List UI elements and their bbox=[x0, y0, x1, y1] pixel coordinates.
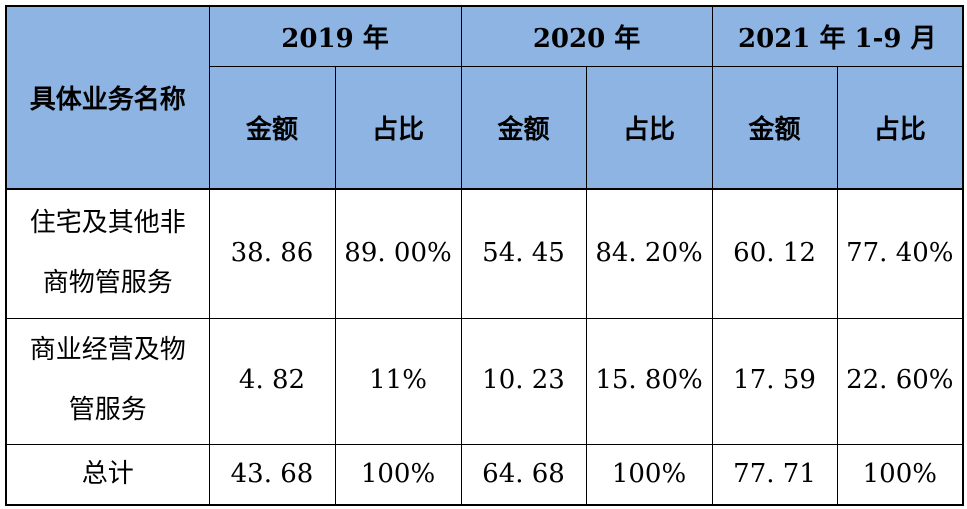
cell-2020-share: 100% bbox=[585, 443, 713, 506]
cell-2021-share: 100% bbox=[836, 443, 964, 506]
header-row-years: 具体业务名称 2019 年 2020 年 2021 年 1-9 月 bbox=[5, 5, 964, 190]
business-revenue-table: 具体业务名称 2019 年 2020 年 2021 年 1-9 月 金额 占比 … bbox=[5, 5, 965, 507]
cell-2020-share: 15. 80% bbox=[585, 317, 713, 445]
cell-2019-amount: 38. 86 bbox=[208, 188, 336, 319]
cell-2020-amount: 64. 68 bbox=[460, 443, 587, 506]
cell-2019-share: 100% bbox=[334, 443, 462, 506]
cell-2021-share: 22. 60% bbox=[836, 317, 964, 445]
cell-2021-share: 77. 40% bbox=[836, 188, 964, 319]
cell-2019-amount: 4. 82 bbox=[208, 317, 336, 445]
table-row-commercial: 商业经营及物 管服务 4. 82 11% 10. 23 15. 80% 17. … bbox=[5, 317, 964, 445]
row-label-total: 总计 bbox=[5, 443, 210, 506]
year-header-2021: 2021 年 1-9 月 bbox=[711, 5, 964, 67]
header-row-subcolumns: 金额 占比 金额 占比 金额 占比 bbox=[6, 65, 964, 190]
subheader-2020-amount: 金额 bbox=[460, 65, 587, 190]
subheader-2021-share: 占比 bbox=[836, 65, 964, 190]
cell-2019-share: 11% bbox=[334, 317, 462, 445]
cell-2021-amount: 17. 59 bbox=[711, 317, 838, 445]
cell-2021-amount: 77. 71 bbox=[711, 443, 838, 506]
cell-2020-amount: 10. 23 bbox=[460, 317, 587, 445]
cell-2020-share: 84. 20% bbox=[585, 188, 713, 319]
cell-2021-amount: 60. 12 bbox=[711, 188, 838, 319]
year-header-2019: 2019 年 bbox=[208, 5, 462, 67]
cell-2019-share: 89. 00% bbox=[334, 188, 462, 319]
row-label-commercial: 商业经营及物 管服务 bbox=[5, 317, 210, 445]
cell-2019-amount: 43. 68 bbox=[208, 443, 336, 506]
cell-2020-amount: 54. 45 bbox=[460, 188, 587, 319]
subheader-2021-amount: 金额 bbox=[711, 65, 838, 190]
row-label-residential: 住宅及其他非 商物管服务 bbox=[5, 188, 210, 319]
year-header-2020: 2020 年 bbox=[460, 5, 713, 67]
table-row-total: 总计 43. 68 100% 64. 68 100% 77. 71 100% bbox=[5, 443, 964, 506]
subheader-2019-share: 占比 bbox=[334, 65, 462, 190]
subheader-2020-share: 占比 bbox=[585, 65, 713, 190]
subheader-2019-amount: 金额 bbox=[208, 65, 336, 190]
table-row-residential: 住宅及其他非 商物管服务 38. 86 89. 00% 54. 45 84. 2… bbox=[5, 188, 964, 319]
financial-table-container: 具体业务名称 2019 年 2020 年 2021 年 1-9 月 金额 占比 … bbox=[5, 5, 965, 507]
business-name-column-header: 具体业务名称 bbox=[5, 5, 210, 190]
